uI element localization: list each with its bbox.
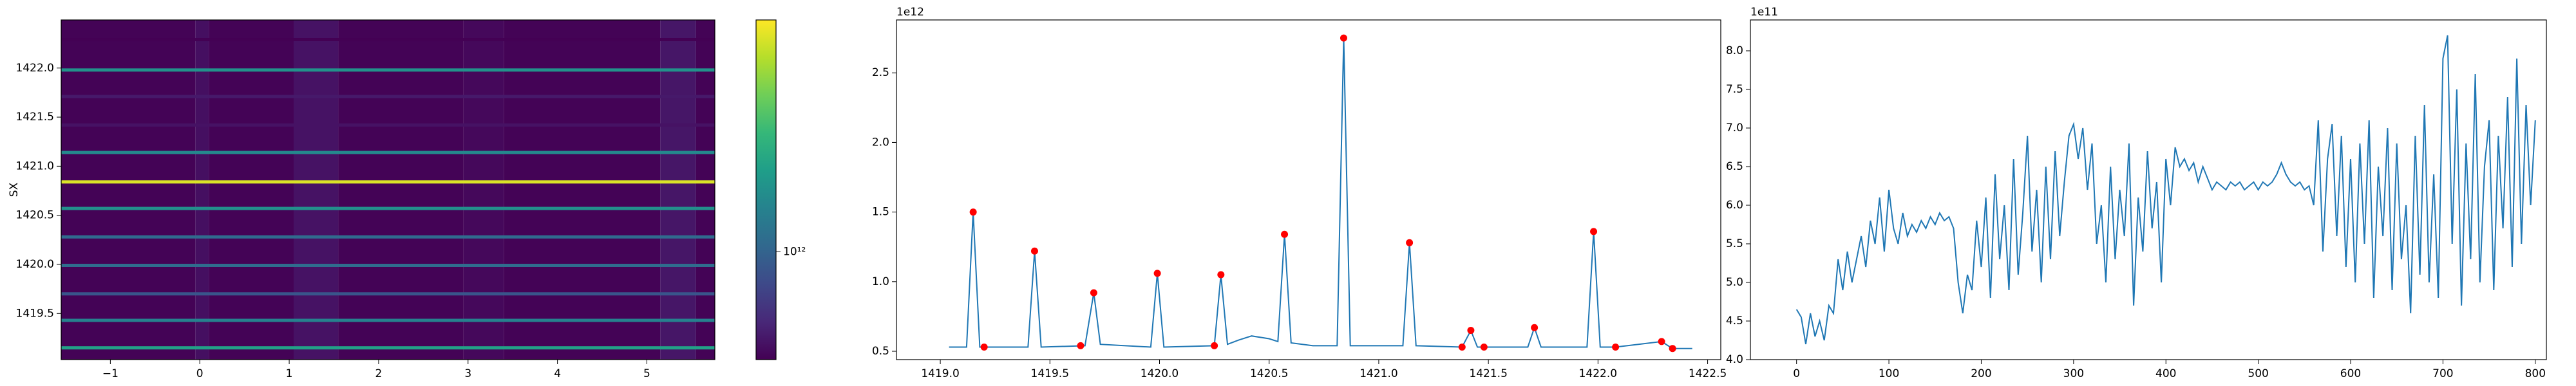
y-tick-label: 1421.5 [16,111,54,124]
x-tick-label: 0 [1793,367,1800,380]
y-tick-label: 4.0 [1726,353,1743,366]
y-tick-label: 1.5 [872,206,889,219]
y-tick-label: 4.5 [1726,315,1743,327]
peak-marker [1531,324,1539,331]
heatmap-column [660,20,696,360]
axes-frame [896,19,1721,360]
x-tick-label: 1420.0 [1141,367,1179,380]
y-tick-label: 2.5 [872,66,889,79]
heatmap-column [338,20,464,360]
heatmap-row [61,292,715,296]
offset-label: 1e11 [1750,6,1778,19]
heatmap-column [463,20,504,360]
x-tick-label: 600 [2340,367,2361,380]
peak-marker [1590,228,1598,235]
peak-marker [1211,342,1218,349]
peak-marker [1090,289,1097,297]
x-tick-label: 700 [2432,367,2453,380]
x-tick-label: 1421.5 [1469,367,1507,380]
x-tick-label: −1 [102,367,118,380]
x-tick-label: 1421.0 [1359,367,1397,380]
x-tick-label: 800 [2525,367,2546,380]
y-tick-label: 6.5 [1726,160,1743,173]
peak-marker [1458,344,1466,351]
heatmap-row [61,318,715,322]
y-tick-label: 1419.5 [16,307,54,320]
heatmap-row [61,207,715,210]
colorbar [755,19,777,360]
x-tick-label: 400 [2155,367,2176,380]
y-axis-label: SX [8,182,21,197]
x-tick-label: 500 [2248,367,2268,380]
y-tick-label: 7.5 [1726,83,1743,96]
heatmap-column [696,20,715,360]
peak-marker [1406,239,1414,246]
x-tick-label: 200 [1971,367,1991,380]
data-line [949,38,1692,349]
y-tick-label: 5.0 [1726,276,1743,289]
peak-marker [1612,344,1620,351]
y-tick-label: 5.5 [1726,237,1743,250]
heatmap-column [504,20,661,360]
data-line [1795,35,2536,345]
peak-marker [1030,247,1038,255]
offset-label: 1e12 [896,6,924,19]
x-tick-label: 1419.5 [1031,367,1069,380]
heatmap-row [61,38,715,42]
peak-marker [969,208,977,216]
peak-marker [1467,327,1475,335]
x-tick-label: 0 [196,367,204,380]
x-tick-label: 2 [375,367,383,380]
x-tick-label: 100 [1879,367,1899,380]
heatmap-row [61,346,715,350]
x-tick-label: 1420.5 [1250,367,1288,380]
y-tick-label: 1422.0 [16,62,54,75]
heatmap-row [61,68,715,72]
heatmap-row [61,95,715,98]
heatmap-row [61,180,715,184]
x-tick-label: 1422.5 [1689,367,1727,380]
y-tick-label: 2.0 [872,136,889,149]
y-tick-label: 1420.5 [16,209,54,222]
peak-marker [1658,338,1665,345]
y-tick-label: 1420.0 [16,258,54,271]
x-tick-label: 3 [464,367,471,380]
peak-marker [1480,344,1488,351]
heatmap-row [61,235,715,239]
y-tick-label: 1.0 [872,275,889,288]
axes-frame [1750,19,2547,360]
y-tick-label: 7.0 [1726,122,1743,134]
heatmap-column [195,20,209,360]
x-tick-label: 1422.0 [1579,367,1617,380]
peak-marker [1281,230,1289,238]
y-tick-label: 0.5 [872,345,889,358]
heatmap-column [294,20,339,360]
heatmap-row [61,264,715,268]
heatmap-row [61,123,715,127]
x-tick-label: 1419.0 [921,367,959,380]
heatmap-column [209,20,294,360]
heatmap-column [61,20,196,360]
y-tick-label: 8.0 [1726,44,1743,57]
x-tick-label: 300 [2063,367,2084,380]
peak-marker [1217,271,1225,279]
x-tick-label: 5 [643,367,650,380]
peak-marker [1669,345,1676,353]
colorbar-tick-label: 10¹² [783,245,806,258]
y-tick-label: 1421.0 [16,160,54,172]
peak-marker [1077,342,1084,349]
peak-marker [980,344,988,351]
peak-marker [1153,270,1161,277]
x-tick-label: 1 [286,367,293,380]
axes-frame [61,19,715,360]
heatmap-row [61,151,715,154]
y-tick-label: 6.0 [1726,199,1743,212]
x-tick-label: 4 [554,367,561,380]
peak-marker [1340,34,1347,42]
